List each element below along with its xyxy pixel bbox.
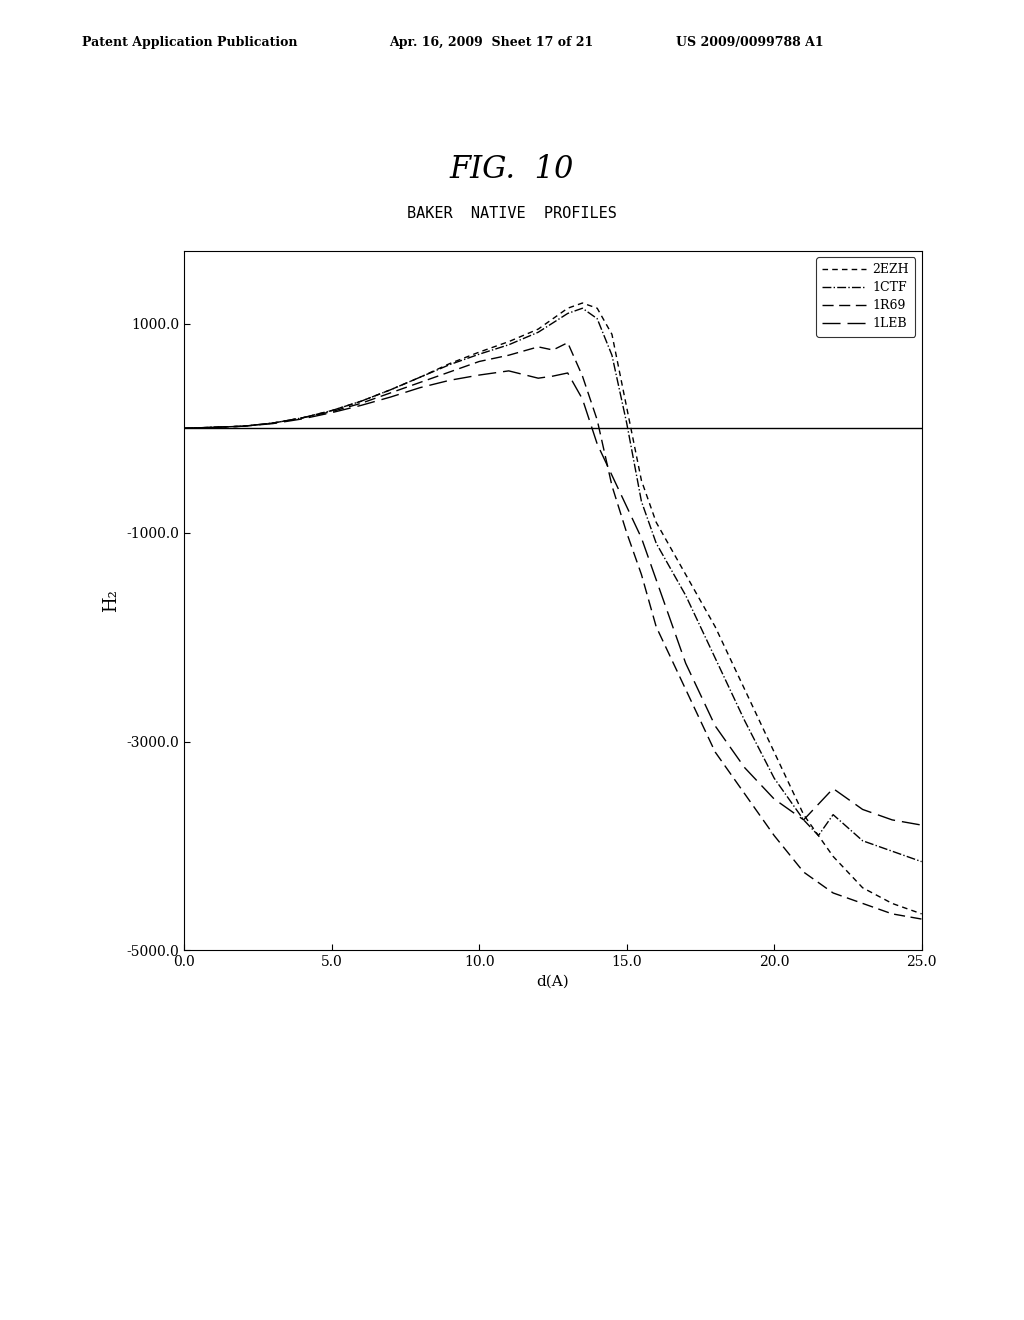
Text: BAKER  NATIVE  PROFILES: BAKER NATIVE PROFILES bbox=[408, 206, 616, 220]
Text: Patent Application Publication: Patent Application Publication bbox=[82, 36, 297, 49]
Y-axis label: H₂: H₂ bbox=[101, 589, 120, 612]
Text: Apr. 16, 2009  Sheet 17 of 21: Apr. 16, 2009 Sheet 17 of 21 bbox=[389, 36, 593, 49]
Legend: 2EZH, 1CTF, 1R69, 1LEB: 2EZH, 1CTF, 1R69, 1LEB bbox=[816, 257, 915, 337]
Text: US 2009/0099788 A1: US 2009/0099788 A1 bbox=[676, 36, 823, 49]
Text: FIG.  10: FIG. 10 bbox=[450, 154, 574, 185]
X-axis label: d(A): d(A) bbox=[537, 974, 569, 989]
